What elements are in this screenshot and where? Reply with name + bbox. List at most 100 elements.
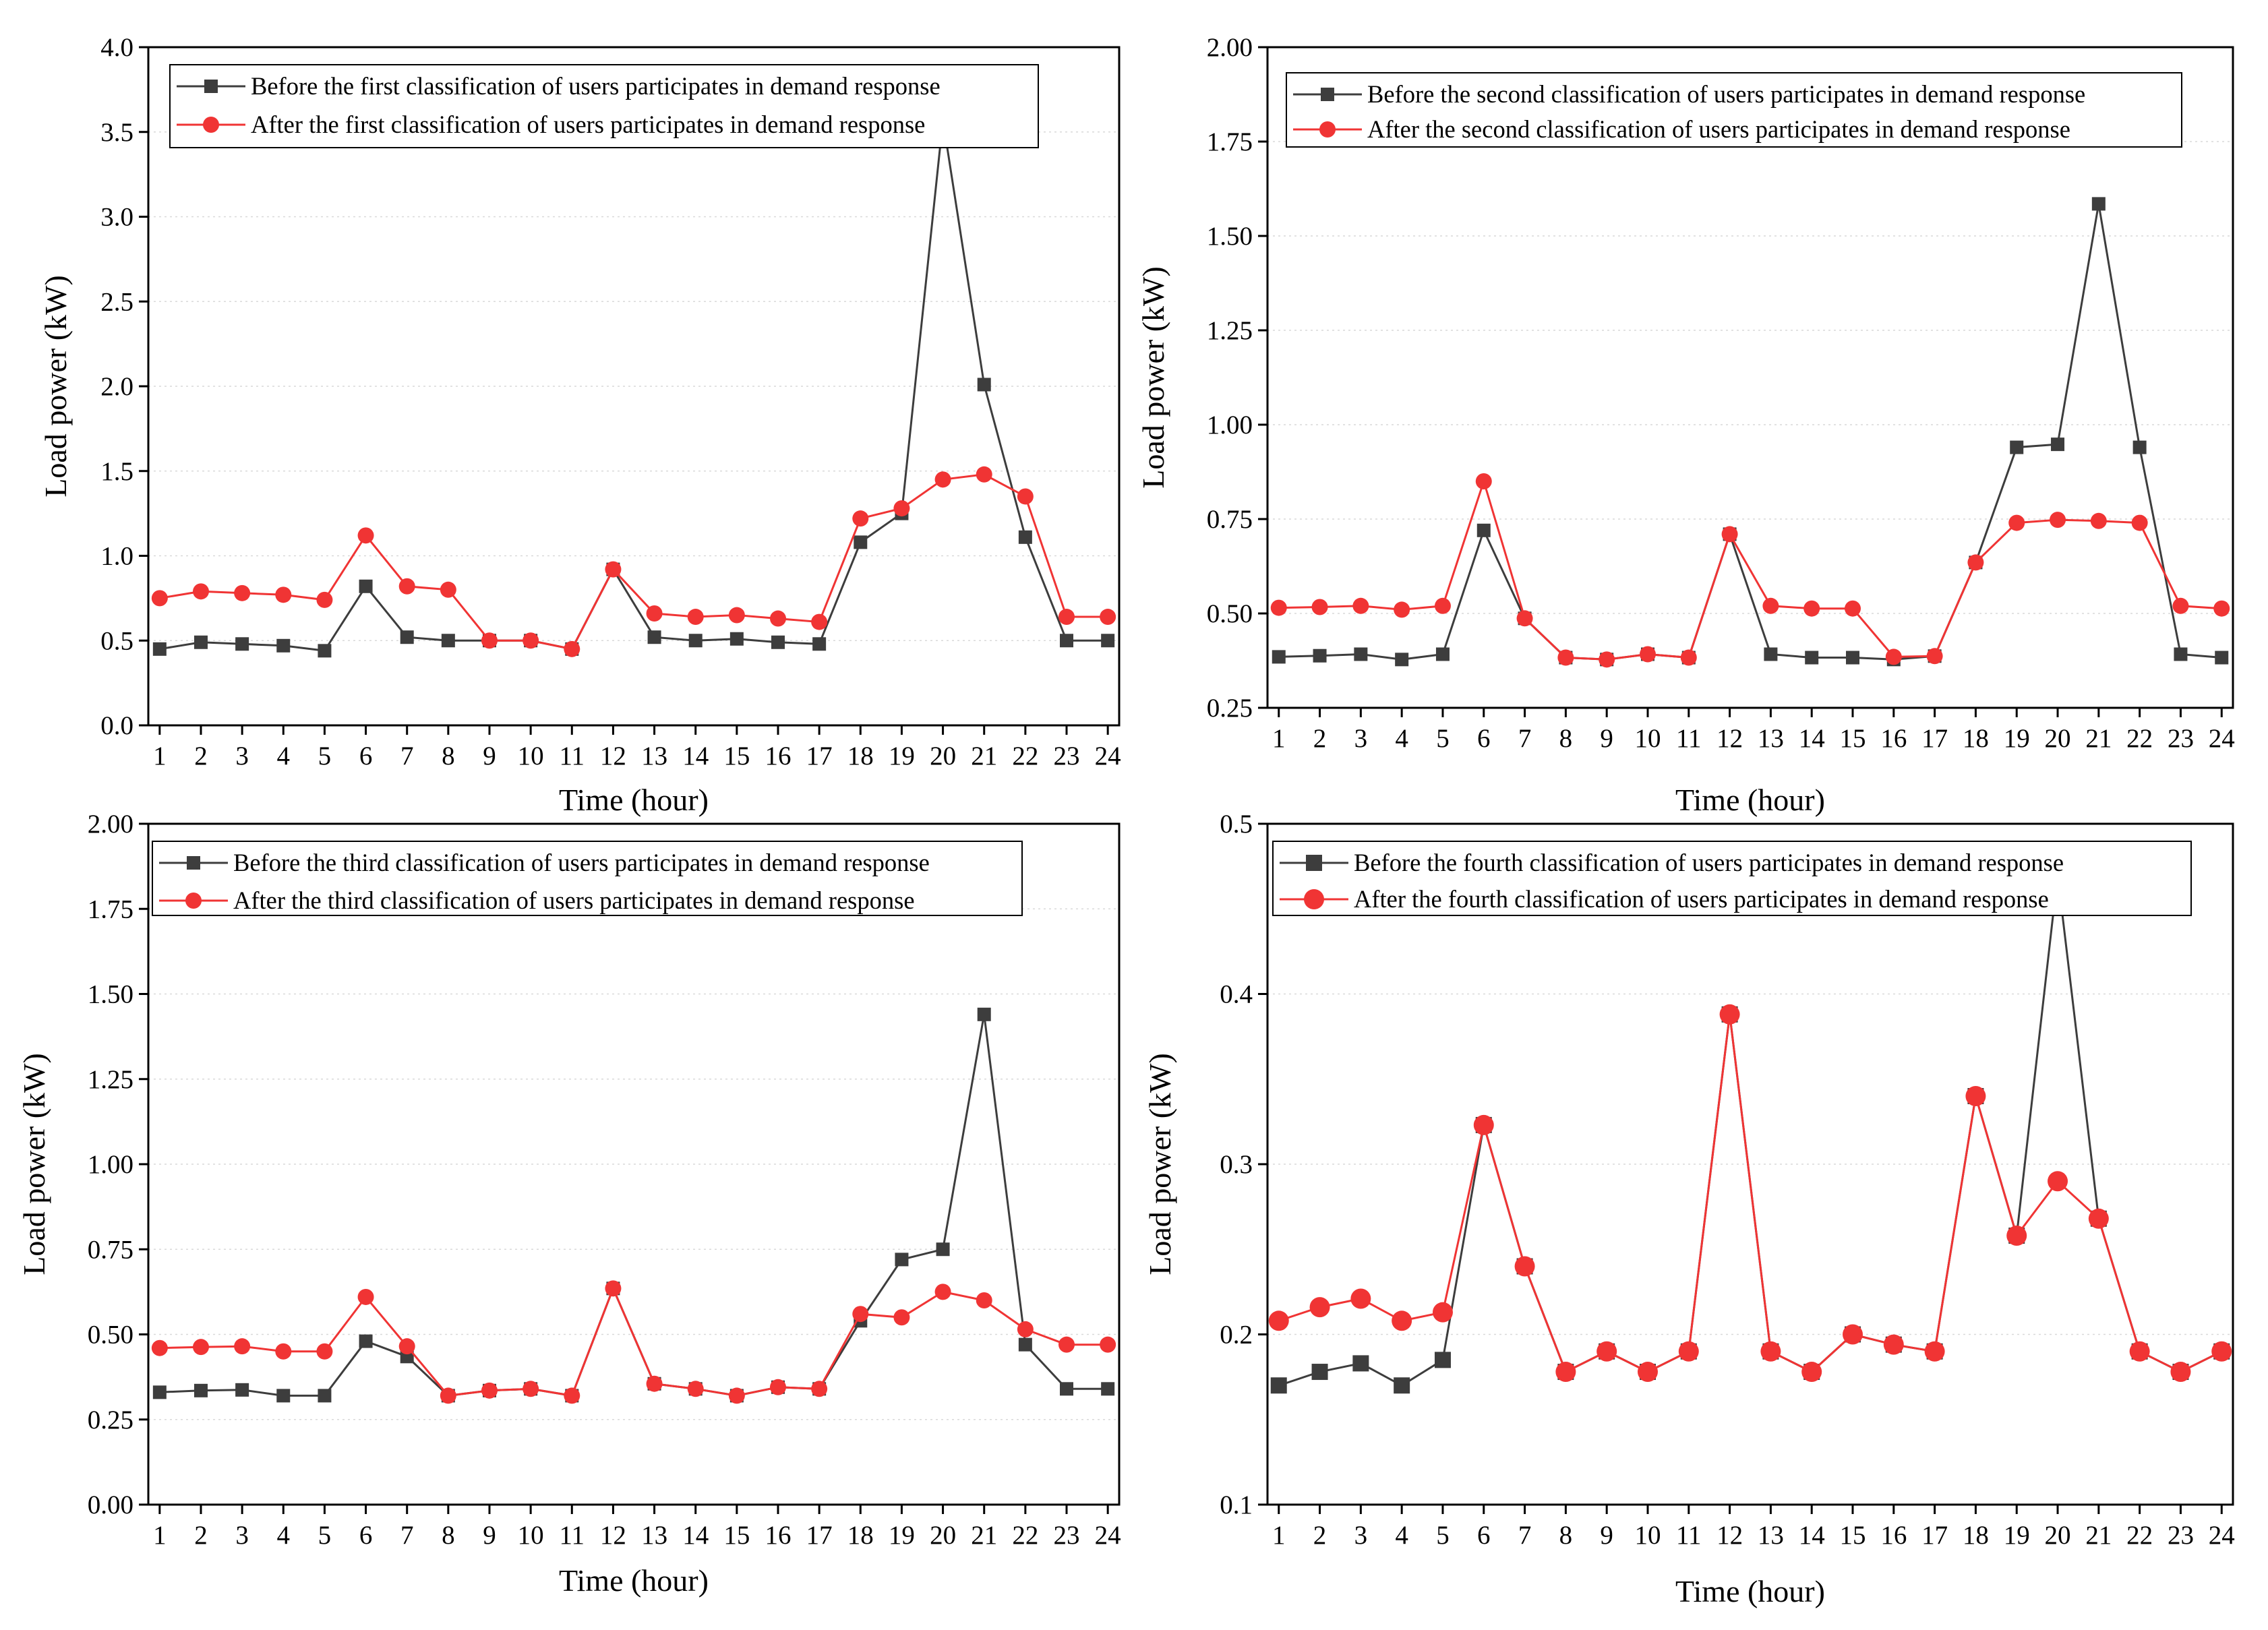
data-point-square	[1270, 1377, 1287, 1394]
y-tick-label: 0.75	[88, 1235, 133, 1264]
data-point-circle	[1058, 1336, 1075, 1353]
y-tick-label: 2.00	[1207, 33, 1253, 62]
y-tick-label: 1.00	[1207, 411, 1253, 440]
data-point-circle	[1885, 648, 1902, 665]
x-tick-label: 18	[847, 1521, 874, 1550]
series-before	[1272, 197, 2229, 667]
data-point-circle	[1017, 1321, 1034, 1337]
data-point-circle	[1845, 600, 1861, 617]
x-tick-label: 20	[2045, 1521, 2071, 1550]
data-point-square	[936, 1242, 950, 1257]
y-tick-label: 1.50	[1207, 222, 1253, 251]
legend-label: Before the third classification of users…	[233, 849, 930, 876]
y-tick-label: 2.0	[100, 372, 133, 401]
data-point-circle	[398, 578, 415, 595]
x-tick-label: 17	[1921, 724, 1948, 753]
data-point-circle	[1680, 649, 1697, 666]
x-tick-label: 22	[2126, 1521, 2153, 1550]
data-point-circle	[1017, 488, 1034, 505]
chart-panel-3: 0.000.250.500.751.001.251.501.752.001 2 3 4…	[17, 810, 1121, 1598]
data-point-circle	[275, 1343, 292, 1360]
data-point-circle	[1555, 1362, 1576, 1383]
x-tick-label: 16	[1880, 1521, 1907, 1550]
data-point-circle	[687, 609, 704, 626]
x-tick-label: 24	[2209, 1521, 2235, 1550]
x-tick-label: 2	[1313, 1521, 1327, 1550]
x-tick-label: 21	[971, 742, 997, 771]
y-tick-label: 1.75	[1207, 127, 1253, 156]
data-point-circle	[1721, 526, 1738, 543]
x-tick-label: 13	[641, 742, 667, 771]
x-tick-label: 21	[2085, 724, 2112, 753]
x-tick-label: 7	[1518, 724, 1532, 753]
y-tick-label: 0.50	[1207, 599, 1253, 628]
data-point-square	[1435, 647, 1450, 661]
y-tick-label: 1.75	[88, 895, 133, 924]
x-tick-label: 4	[1395, 1521, 1408, 1550]
x-tick-label: 12	[1717, 1521, 1743, 1550]
data-point-circle	[440, 581, 456, 598]
data-point-circle	[1803, 600, 1820, 617]
data-point-circle	[2170, 1362, 2191, 1383]
data-point-square	[318, 1389, 332, 1403]
y-tick-label: 3.5	[100, 118, 133, 147]
data-point-square	[854, 535, 868, 549]
series-line-before	[159, 119, 1108, 652]
data-point-circle	[234, 584, 251, 601]
data-point-square	[1272, 650, 1286, 664]
data-point-square	[152, 1385, 167, 1399]
y-tick-label: 2.00	[88, 810, 133, 839]
y-tick-label: 1.5	[100, 457, 133, 486]
data-point-square	[400, 630, 414, 644]
chart-panel-1: 0.00.51.01.52.02.53.03.54.01 2 3 4 5 6 7 8 9 10 11…	[38, 33, 1121, 817]
y-tick-label: 0.25	[1207, 694, 1253, 723]
data-point-circle	[316, 591, 333, 608]
x-tick-label: 1	[153, 1521, 167, 1550]
data-point-circle	[192, 1339, 209, 1356]
legend-box	[152, 841, 1023, 916]
legend-label: After the third classification of users …	[233, 886, 915, 914]
x-tick-label: 24	[1095, 1521, 1121, 1550]
series-after	[1268, 1004, 2232, 1383]
data-point-circle	[811, 613, 828, 630]
x-tick-label: 18	[1963, 724, 1989, 753]
x-tick-label: 19	[2004, 724, 2030, 753]
x-tick-label: 13	[641, 1521, 667, 1550]
data-point-circle	[1350, 1288, 1371, 1309]
data-point-circle	[1516, 610, 1533, 627]
data-point-circle	[976, 1292, 992, 1308]
x-tick-label: 10	[518, 742, 544, 771]
data-point-square	[647, 630, 661, 644]
x-tick-label: 10	[518, 1521, 544, 1550]
y-tick-label: 1.25	[88, 1065, 133, 1094]
data-point-circle	[1434, 597, 1451, 614]
y-tick-label: 0.4	[1220, 980, 1253, 1009]
x-tick-label: 8	[1559, 1521, 1573, 1550]
data-point-circle	[2131, 514, 2148, 531]
data-point-square	[193, 1383, 208, 1397]
x-tick-label: 1	[153, 742, 167, 771]
legend-marker-square	[1306, 855, 1322, 871]
data-point-circle	[1596, 1341, 1617, 1362]
x-tick-label: 8	[1559, 724, 1573, 753]
x-tick-label: 20	[930, 1521, 956, 1550]
data-point-square	[729, 632, 744, 646]
data-point-circle	[1473, 1114, 1494, 1135]
x-tick-label: 19	[2004, 1521, 2030, 1550]
x-tick-label: 4	[277, 742, 291, 771]
data-point-square	[1101, 1382, 1115, 1396]
x-axis-title: Time (hour)	[1675, 1574, 1825, 1608]
legend-marker-square	[1321, 88, 1334, 101]
x-axis-title: Time (hour)	[559, 1563, 709, 1598]
legend: Before the fourth classification of user…	[1272, 841, 2192, 916]
x-tick-label: 15	[723, 742, 750, 771]
x-tick-label: 15	[1840, 724, 1866, 753]
y-tick-label: 0.3	[1220, 1150, 1253, 1179]
data-point-circle	[1883, 1334, 1904, 1355]
legend-marker-square	[204, 80, 218, 93]
y-axis-title: Load power (kW)	[17, 1053, 51, 1275]
data-point-circle	[1678, 1341, 1699, 1362]
x-tick-label: 17	[806, 1521, 833, 1550]
data-point-square	[1060, 1382, 1074, 1396]
